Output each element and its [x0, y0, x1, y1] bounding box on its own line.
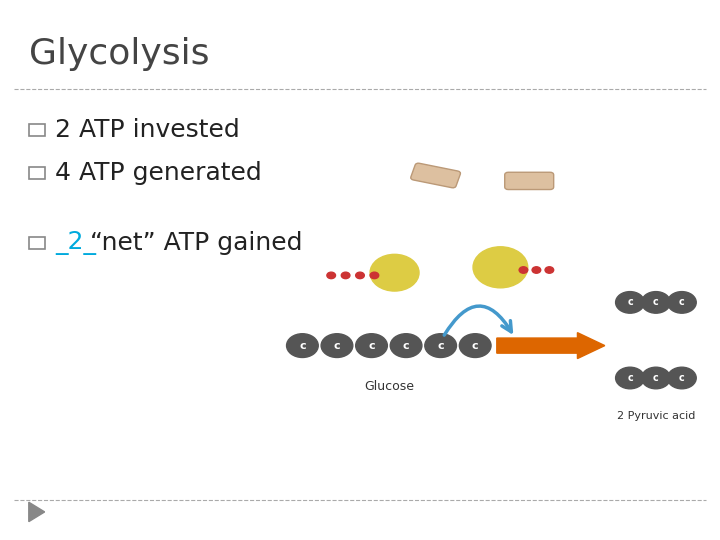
Circle shape	[667, 367, 696, 389]
Text: c: c	[299, 341, 306, 350]
Circle shape	[459, 334, 491, 357]
Circle shape	[327, 272, 336, 279]
Polygon shape	[29, 502, 45, 522]
Bar	[29, 167, 45, 179]
Circle shape	[321, 334, 353, 357]
Text: Glucose: Glucose	[364, 380, 414, 393]
Circle shape	[667, 292, 696, 313]
Bar	[29, 237, 45, 249]
Text: c: c	[627, 298, 633, 307]
Text: c: c	[437, 341, 444, 350]
Bar	[29, 124, 45, 136]
FancyBboxPatch shape	[505, 172, 554, 190]
Circle shape	[370, 272, 379, 279]
FancyArrow shape	[497, 333, 605, 359]
Circle shape	[642, 292, 670, 313]
Text: c: c	[368, 341, 375, 350]
Circle shape	[642, 367, 670, 389]
Text: c: c	[653, 298, 659, 307]
Circle shape	[616, 292, 644, 313]
Text: c: c	[402, 341, 410, 350]
Text: 4 ATP generated: 4 ATP generated	[55, 161, 262, 185]
Circle shape	[545, 267, 554, 273]
Text: c: c	[472, 341, 479, 350]
Circle shape	[390, 334, 422, 357]
Circle shape	[287, 334, 318, 357]
Text: c: c	[679, 298, 685, 307]
Circle shape	[356, 272, 364, 279]
Circle shape	[519, 267, 528, 273]
Text: “net” ATP gained: “net” ATP gained	[90, 231, 302, 255]
FancyBboxPatch shape	[410, 163, 461, 188]
Text: Glycolysis: Glycolysis	[29, 37, 210, 71]
Text: 2 ATP invested: 2 ATP invested	[55, 118, 240, 141]
Text: c: c	[627, 373, 633, 383]
Circle shape	[370, 254, 419, 291]
Circle shape	[425, 334, 456, 357]
Circle shape	[473, 247, 528, 288]
Text: c: c	[679, 373, 685, 383]
Text: c: c	[333, 341, 341, 350]
Text: c: c	[653, 373, 659, 383]
Circle shape	[356, 334, 387, 357]
FancyArrowPatch shape	[444, 306, 511, 335]
Circle shape	[532, 267, 541, 273]
Text: _2_: _2_	[55, 231, 96, 255]
Circle shape	[341, 272, 350, 279]
Circle shape	[616, 367, 644, 389]
Text: 2 Pyruvic acid: 2 Pyruvic acid	[617, 411, 695, 421]
